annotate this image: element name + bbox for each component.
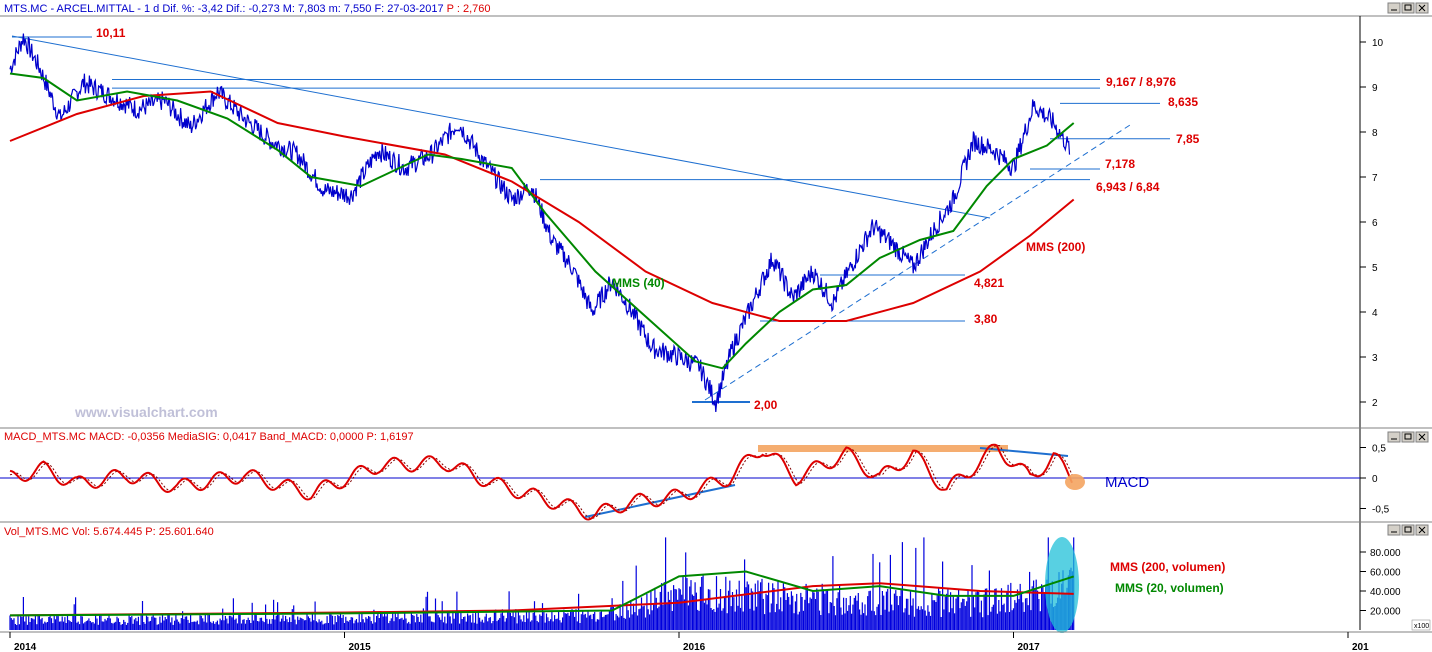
maximize-button[interactable] [1401,2,1415,14]
price-y-tick-label: 8 [1372,128,1378,139]
annotation-7-178: 7,178 [1105,157,1135,171]
volume-cyan-highlight [1045,537,1079,633]
price-y-axis: 10 9 8 7 6 5 4 3 2 [1360,38,1384,409]
annotation-9-167: 9,167 / 8,976 [1106,75,1176,89]
macd-minimize-button[interactable] [1387,431,1401,443]
volume-y-tick-label: 60.000 [1370,568,1401,579]
volume-y-tick-label: 40.000 [1370,587,1401,598]
vol-mms20-label: MMS (20, volumen) [1115,581,1224,595]
volume-y-axis: 80.000 60.000 40.000 20.000 [1360,548,1401,618]
annotation-mms200: MMS (200) [1026,240,1085,254]
price-header-bar [0,0,1432,16]
annotation-8-635: 8,635 [1168,95,1198,109]
minimize-button[interactable] [1387,2,1401,14]
macd-maximize-button[interactable] [1401,431,1415,443]
price-y-tick-label: 4 [1372,308,1378,319]
macd-divergence-line-low [584,484,736,518]
volume-bars [9,537,1075,630]
x-tick-label: 2017 [1018,642,1041,652]
macd-signal-line [9,444,1073,519]
macd-orange-band [758,445,1008,452]
volume-close-button[interactable] [1415,524,1429,536]
vol-mms200-label: MMS (200, volumen) [1110,560,1225,574]
volume-minimize-button[interactable] [1387,524,1401,536]
macd-header-title: MACD_MTS.MC MACD: -0,0356 MediaSIG: 0,04… [4,431,414,443]
volume-multiplier-box [1411,619,1431,631]
annotation-2-00: 2,00 [754,398,778,412]
annotation-4-821: 4,821 [974,276,1004,290]
price-horizontal-levels [12,36,1170,403]
close-button[interactable] [1415,2,1429,14]
x-axis: 2014 2015 2016 2017 201 [9,632,1369,652]
macd-y-tick-label: -0,5 [1372,505,1390,516]
watermark: www.visualchart.com [74,404,218,420]
x-tick-label: 2015 [349,642,372,652]
volume-y-tick-label: 20.000 [1370,607,1401,618]
annotation-mms40: MMS (40) [612,276,665,290]
volume-sma20-line [9,570,1075,617]
macd-y-tick-label: 0 [1372,474,1378,485]
price-series-line [9,33,1071,412]
price-y-tick-label: 7 [1372,173,1378,184]
volume-window-controls [1387,524,1429,536]
sma40-line [9,72,1075,370]
x-tick-label: 2016 [683,642,706,652]
annotation-3-80: 3,80 [974,312,998,326]
volume-y-tick-label: 80.000 [1370,548,1401,559]
macd-close-button[interactable] [1415,431,1429,443]
annotation-6-943: 6,943 / 6,84 [1096,180,1160,194]
volume-maximize-button[interactable] [1401,524,1415,536]
x-tick-label: 201 [1352,642,1369,652]
macd-label: MACD [1105,474,1149,491]
macd-y-tick-label: 0,5 [1372,444,1386,455]
sma200-line [9,90,1075,322]
volume-header-title: Vol_MTS.MC Vol: 5.674.445 P: 25.601.640 [4,526,214,538]
long-term-downtrend-line [11,35,991,219]
macd-y-axis: 0,5 0 -0,5 [1360,444,1390,516]
macd-window-controls [1387,431,1429,443]
price-annotations: 10,11 9,167 / 8,976 8,635 7,85 7,178 6,943 / … [96,26,1200,412]
macd-orange-circle [1065,474,1085,490]
price-window-controls [1387,2,1429,14]
price-y-tick-label: 10 [1372,38,1384,49]
annotation-7-85: 7,85 [1176,132,1200,146]
price-y-tick-label: 3 [1372,353,1378,364]
x-tick-label: 2014 [14,642,37,652]
price-header-title: MTS.MC - ARCEL.MITTAL - 1 d Dif. %: -3,4… [4,3,490,15]
volume-multiplier: x100 [1414,623,1429,630]
price-y-tick-label: 2 [1372,398,1378,409]
macd-line [9,443,1073,521]
price-y-tick-label: 5 [1372,263,1378,274]
annotation-10-11: 10,11 [96,26,126,40]
price-y-tick-label: 9 [1372,83,1378,94]
price-y-tick-label: 6 [1372,218,1378,229]
